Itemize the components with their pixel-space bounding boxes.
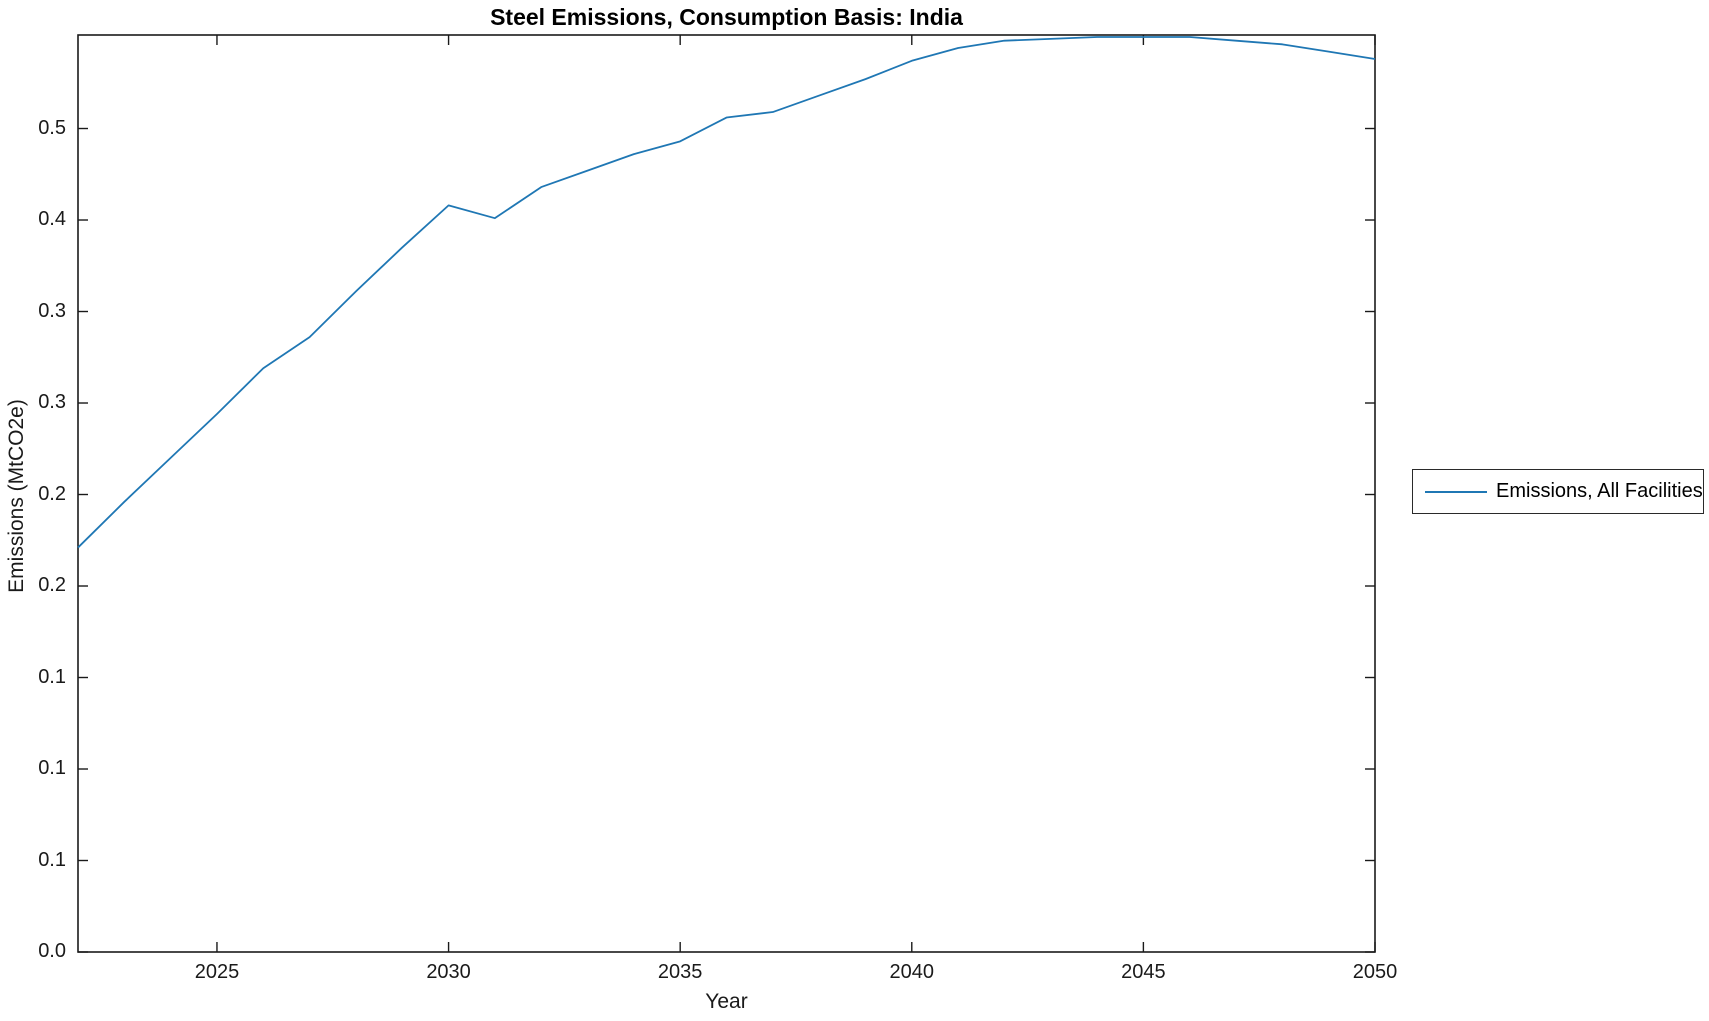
y-tick-label: 0.2 <box>38 574 66 596</box>
y-tick-label: 0.1 <box>38 665 66 688</box>
emissions-line <box>77 36 1376 549</box>
plot-box <box>77 34 1376 953</box>
x-tick-label: 2035 <box>657 961 703 983</box>
y-tick-label: 0.0 <box>38 940 66 962</box>
legend-line-sample <box>1425 490 1487 493</box>
x-axis-title: Year <box>705 990 748 1013</box>
x-tick-label: 2050 <box>1352 961 1398 983</box>
y-tick-label: 0.1 <box>38 848 66 871</box>
y-tick-label: 0.3 <box>38 391 66 413</box>
y-tick-label: 0.2 <box>38 482 66 505</box>
legend: Emissions, All Facilities <box>1412 469 1704 514</box>
y-tick-label: 0.3 <box>38 299 66 322</box>
y-tick-label: 0.5 <box>38 116 66 139</box>
x-tick-label: 2040 <box>889 961 935 983</box>
x-tick-label: 2025 <box>194 961 240 983</box>
chart-title: Steel Emissions, Consumption Basis: Indi… <box>490 4 963 30</box>
y-tick-label: 0.1 <box>38 757 66 779</box>
x-tick-label: 2045 <box>1121 961 1166 983</box>
x-tick-label: 2030 <box>426 961 471 983</box>
y-tick-label: 0.4 <box>38 208 66 230</box>
legend-entry-label: Emissions, All Facilities <box>1496 480 1703 502</box>
